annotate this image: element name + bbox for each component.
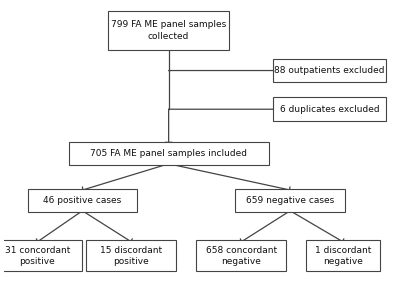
Text: 799 FA ME panel samples
collected: 799 FA ME panel samples collected [111, 20, 226, 41]
FancyBboxPatch shape [272, 98, 386, 121]
FancyBboxPatch shape [28, 189, 137, 212]
Text: 15 discordant
positive: 15 discordant positive [100, 246, 162, 266]
Text: 46 positive cases: 46 positive cases [43, 196, 122, 205]
FancyBboxPatch shape [272, 59, 386, 82]
Text: 705 FA ME panel samples included: 705 FA ME panel samples included [90, 149, 247, 158]
FancyBboxPatch shape [196, 241, 286, 271]
FancyBboxPatch shape [0, 241, 82, 271]
FancyBboxPatch shape [86, 241, 176, 271]
Text: 6 duplicates excluded: 6 duplicates excluded [280, 105, 379, 114]
Text: 1 discordant
negative: 1 discordant negative [315, 246, 371, 266]
FancyBboxPatch shape [108, 11, 230, 50]
FancyBboxPatch shape [69, 142, 269, 165]
FancyBboxPatch shape [306, 241, 380, 271]
FancyBboxPatch shape [235, 189, 345, 212]
Text: 88 outpatients excluded: 88 outpatients excluded [274, 66, 385, 75]
Text: 658 concordant
negative: 658 concordant negative [206, 246, 277, 266]
Text: 659 negative cases: 659 negative cases [246, 196, 334, 205]
Text: 31 concordant
positive: 31 concordant positive [5, 246, 70, 266]
